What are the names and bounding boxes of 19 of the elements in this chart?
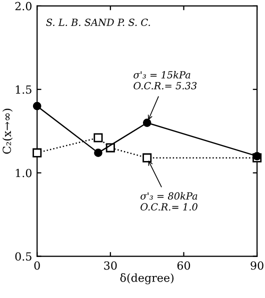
- point: [32, 148, 42, 158]
- point: [32, 102, 42, 110]
- point: [94, 148, 102, 157]
- x-tick-label: 60: [177, 261, 190, 270]
- x-tick-label: 0: [34, 261, 40, 270]
- x-tick-label: 90: [250, 261, 264, 270]
- y-tick-label: 0.5: [15, 252, 32, 261]
- point: [142, 153, 152, 162]
- annotation: S. L. B. SAND P. S. C.: [46, 18, 150, 26]
- point: [142, 118, 152, 127]
- annotation: σ'₃ = 80kPa O.C.R.= 1.0: [140, 192, 198, 211]
- x-tick-label: 30: [104, 261, 117, 270]
- x-axis-title: δ(degree): [120, 273, 174, 284]
- y-tick-label: 1.5: [16, 85, 32, 94]
- y-tick-label: 2.0: [15, 2, 32, 10]
- y-axis-title: C₂(x→∞): [2, 108, 13, 154]
- y-tick-label: 1.0: [16, 168, 32, 178]
- point: [94, 133, 103, 142]
- annotation: σ'₃ = 15kPa O.C.R.= 5.33: [134, 70, 197, 90]
